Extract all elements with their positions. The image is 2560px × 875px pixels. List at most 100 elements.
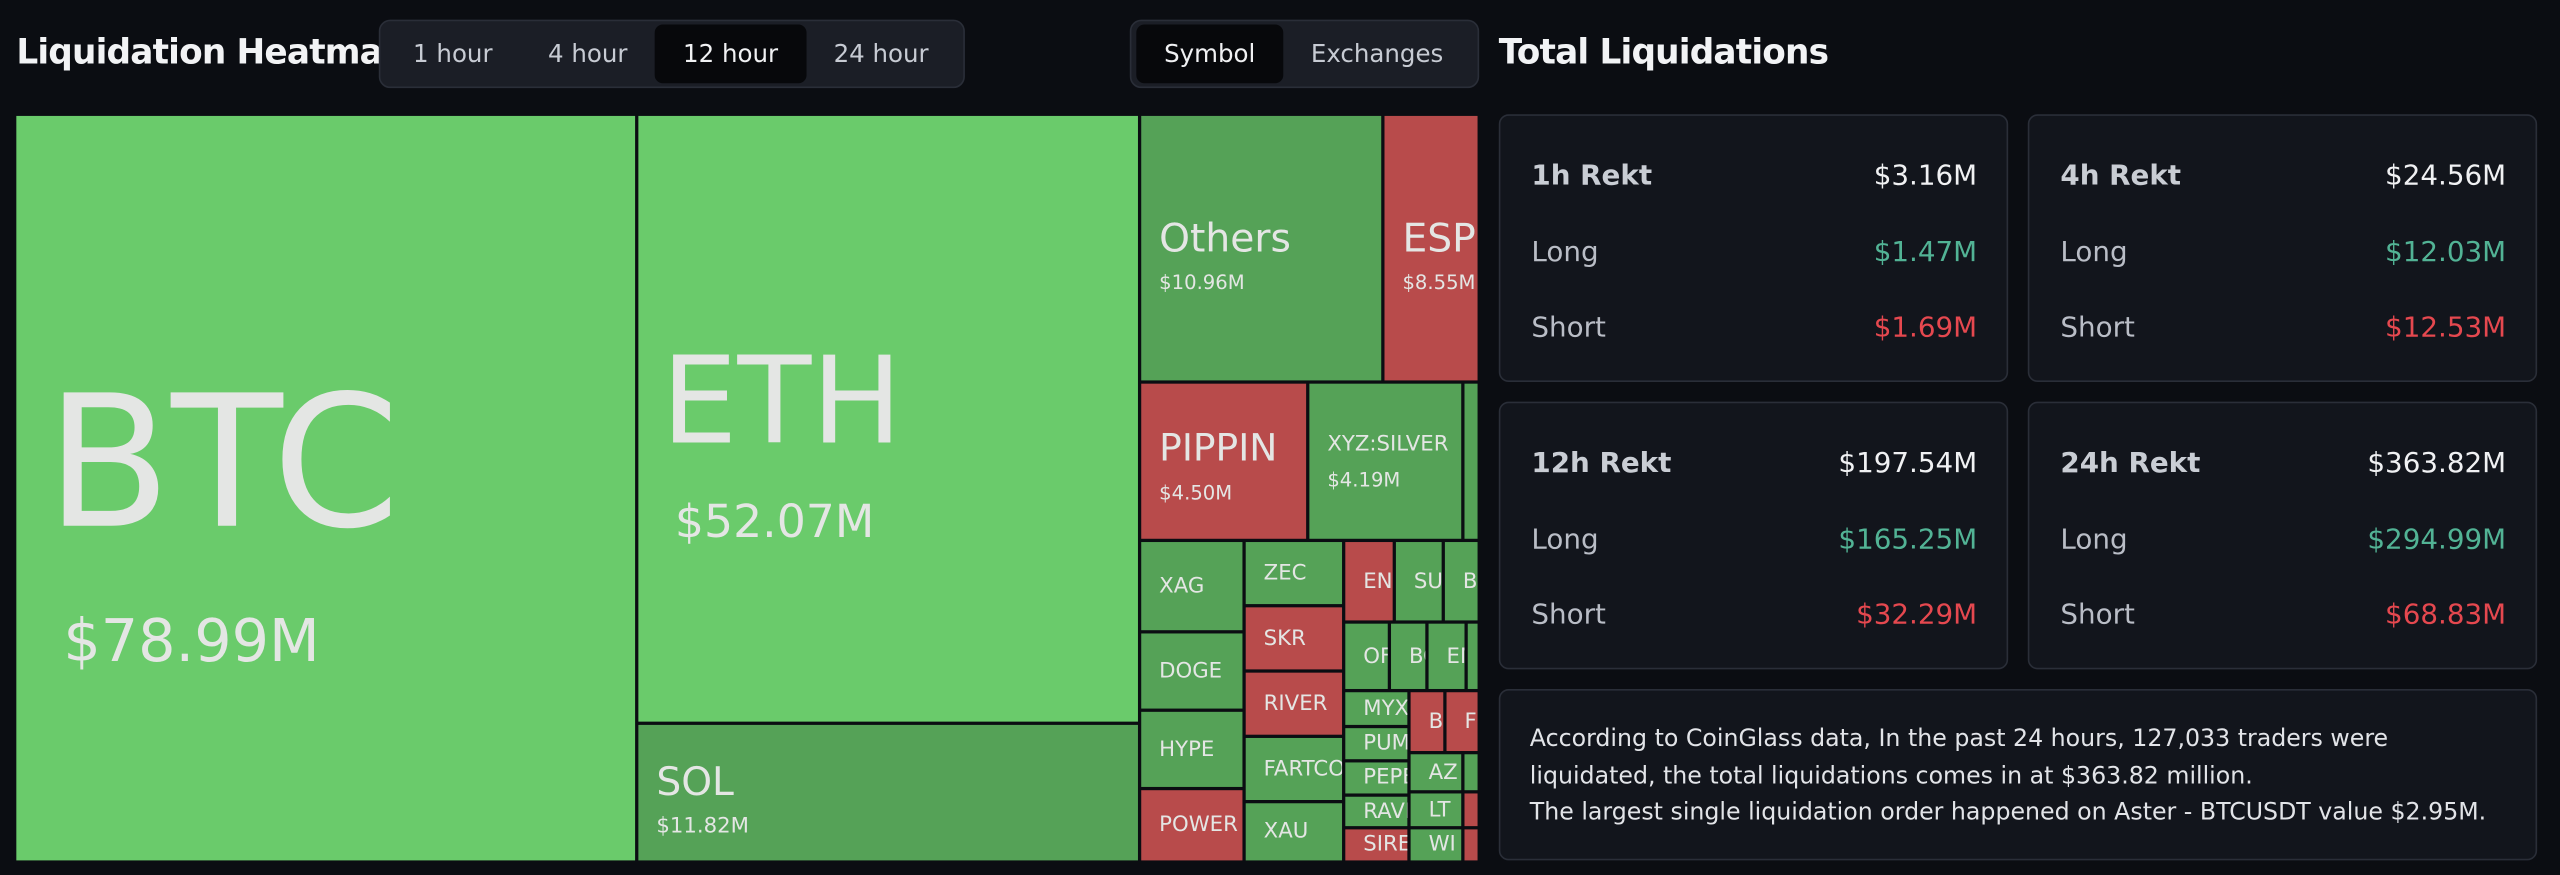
tile-label: B <box>1462 568 1478 594</box>
tile-value: $4.50M <box>1159 481 1233 505</box>
time-tab[interactable]: 4 hour <box>548 39 628 69</box>
card-title: 1h Rekt <box>1531 160 1653 193</box>
row-label: Short <box>2060 599 2135 632</box>
card-row: Short $1.69M <box>1531 312 1977 345</box>
tile: B <box>1410 692 1444 752</box>
card-title: 12h Rekt <box>1531 447 1672 480</box>
card-total: $3.16M <box>1873 160 1978 193</box>
card-header: 12h Rekt $197.54M <box>1531 447 1977 480</box>
card-total: $24.56M <box>2385 160 2507 193</box>
card-header: 1h Rekt $3.16M <box>1531 160 1977 193</box>
tile: ESP $8.55M <box>1384 115 1478 381</box>
tile: F <box>1446 692 1478 752</box>
tile-label: ETH <box>661 331 903 472</box>
tile-label: WI <box>1428 832 1456 858</box>
row-label: Long <box>2060 236 2128 270</box>
tile: POWER <box>1141 790 1243 861</box>
tile-label: OF <box>1363 644 1387 669</box>
row-label: Short <box>1531 311 1606 345</box>
card-row: Short $32.29M <box>1531 599 1977 632</box>
row-label: Long <box>1531 524 1599 557</box>
row-value: $12.53M <box>2385 311 2507 345</box>
card-row: Long $165.25M <box>1531 524 1977 557</box>
card: 1h Rekt $3.16M Long $1.47M Short $1.69M <box>1498 114 2009 383</box>
tile: Others $10.96M <box>1141 115 1382 381</box>
tile: PUM <box>1345 728 1408 760</box>
tile: MYX <box>1345 692 1408 725</box>
tile: XAU <box>1245 803 1343 861</box>
tile: B <box>1444 542 1478 621</box>
card-total: $363.82M <box>2367 447 2507 480</box>
tile: BC <box>1391 623 1426 689</box>
tile-sliver <box>1464 793 1478 827</box>
row-value: $165.25M <box>1838 524 1978 557</box>
tile-label: LT <box>1428 797 1451 823</box>
time-tab[interactable]: 24 hour <box>833 39 929 69</box>
tile-label: F <box>1464 709 1477 734</box>
tile-label: ESP <box>1402 215 1476 261</box>
tile: ETH $52.07M <box>638 115 1138 722</box>
card-row: Long $294.99M <box>2060 524 2506 557</box>
time-tab[interactable]: 12 hour <box>655 24 806 84</box>
card-row: Short $68.83M <box>2060 599 2506 632</box>
note: According to CoinGlass data, In the past… <box>1498 688 2538 861</box>
tile: SU <box>1395 542 1442 621</box>
tile: RIVER <box>1245 672 1343 735</box>
tile-label: XAG <box>1159 573 1205 599</box>
tile-label: PIPPIN <box>1159 426 1278 470</box>
tile-label: HYPE <box>1159 737 1215 762</box>
tile: XYZ:SILVER $4.19M <box>1309 383 1462 539</box>
tile: AZ <box>1410 754 1462 791</box>
tile: PEPE <box>1345 762 1408 794</box>
time-tabs: 1 hour 4 hour 12 hour 24 hour <box>378 19 965 89</box>
row-value: $12.03M <box>2385 236 2507 270</box>
view-tab[interactable]: Exchanges <box>1310 39 1444 69</box>
tile-label: SU <box>1413 568 1442 594</box>
card-title: 24h Rekt <box>2060 447 2201 480</box>
tile: SOL $11.82M <box>638 724 1138 861</box>
tile-label: RIVER <box>1263 691 1328 716</box>
tile-label: POWER <box>1159 813 1238 838</box>
tile-value: $78.99M <box>63 608 320 676</box>
card-row: Long $12.03M <box>2060 237 2506 270</box>
time-tab[interactable]: 1 hour <box>413 39 493 69</box>
tile-label: SKR <box>1263 626 1306 651</box>
card-header: 24h Rekt $363.82M <box>2060 447 2506 480</box>
tile: FARTCO <box>1245 737 1343 800</box>
tile: LT <box>1410 793 1462 827</box>
row-label: Short <box>1531 599 1606 632</box>
tile-label: ZEC <box>1263 560 1307 586</box>
card: 4h Rekt $24.56M Long $12.03M Short $12.53M <box>2027 114 2538 383</box>
tile-label: B <box>1428 709 1444 734</box>
tile-sliver <box>1467 623 1478 689</box>
row-label: Short <box>2060 311 2135 345</box>
tile: BTC $78.99M <box>16 115 636 861</box>
row-value: $1.47M <box>1873 236 1978 270</box>
tile-label: MYX <box>1363 696 1408 721</box>
tile-value: $8.55M <box>1402 270 1476 294</box>
tile-label: Others <box>1159 215 1291 261</box>
card-row: Long $1.47M <box>1531 237 1977 270</box>
tile-label: XYZ:SILVER <box>1327 432 1449 458</box>
summary-title: Total Liquidations <box>1498 32 1829 72</box>
tile-value: $10.96M <box>1159 270 1245 294</box>
tile-label: BC <box>1408 644 1425 669</box>
row-label: Long <box>1531 236 1599 270</box>
row-value: $32.29M <box>1856 599 1978 632</box>
row-label: Long <box>2060 524 2128 557</box>
tile: DOGE <box>1141 633 1243 709</box>
tile-label: RAVI <box>1363 799 1408 824</box>
tile: PIPPIN $4.50M <box>1141 383 1307 539</box>
note-line: The largest single liquidation order hap… <box>1529 799 2487 827</box>
view-tabs: Symbol Exchanges <box>1129 19 1480 89</box>
tile: ZEC <box>1245 542 1343 605</box>
tile-label: AZ <box>1428 760 1458 785</box>
tile-label: SOL <box>656 758 734 805</box>
view-tab[interactable]: Symbol <box>1136 24 1284 84</box>
row-value: $294.99M <box>2367 524 2507 557</box>
tile: SIRE <box>1345 829 1408 861</box>
tile-label: XAU <box>1263 819 1309 845</box>
card-header: 4h Rekt $24.56M <box>2060 160 2506 193</box>
